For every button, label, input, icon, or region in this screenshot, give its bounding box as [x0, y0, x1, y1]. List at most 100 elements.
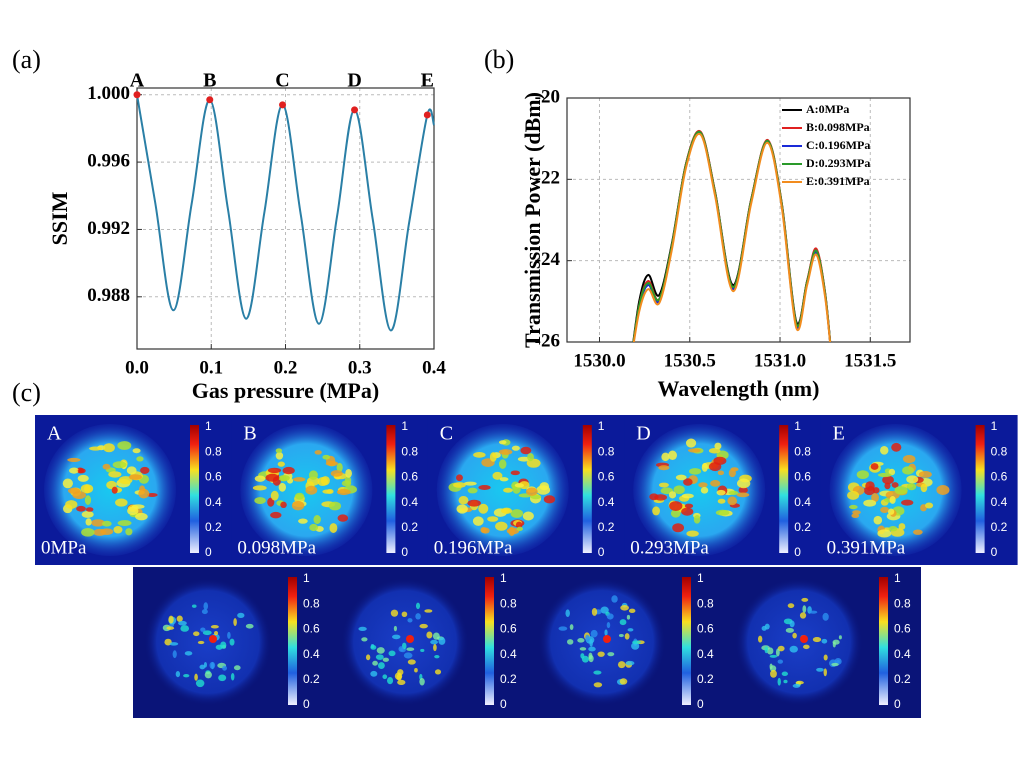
- speckle: [329, 523, 338, 534]
- speckle: [510, 470, 520, 476]
- speckle: [901, 499, 914, 506]
- colorbar-tick-label: 0.6: [500, 622, 517, 636]
- colorbar-tick-label: 0: [598, 545, 605, 559]
- speckle: [270, 490, 279, 501]
- speckle: [714, 442, 722, 450]
- speckle: [822, 612, 829, 621]
- colorbar-tick-label: 0.8: [500, 596, 517, 610]
- speckle: [101, 520, 112, 527]
- y-tick-label: -24: [535, 249, 561, 270]
- speckle: [569, 624, 574, 630]
- speckle: [390, 609, 399, 617]
- colorbar-tick-label: 0.2: [500, 672, 517, 686]
- colorbar-tick-label: 0.6: [598, 470, 615, 484]
- speckle: [202, 630, 212, 636]
- speckle: [65, 500, 78, 509]
- series-line: [632, 130, 832, 342]
- y-tick-label: 1.000: [87, 83, 130, 104]
- x-tick-label: 0.1: [199, 357, 223, 378]
- speckle: [708, 447, 721, 454]
- speckle: [831, 662, 839, 667]
- speckle: [195, 679, 205, 688]
- speckle: [514, 483, 525, 488]
- speckle: [675, 474, 687, 481]
- speckle: [620, 604, 629, 611]
- speckle: [823, 654, 828, 661]
- speckle: [902, 454, 916, 464]
- speckle: [382, 674, 388, 680]
- speckle: [738, 486, 748, 494]
- speckle: [624, 633, 630, 640]
- colorbar-tick-label: 0.6: [991, 470, 1008, 484]
- speckle: [593, 682, 603, 688]
- speckle: [330, 470, 343, 477]
- speckle: [361, 637, 368, 642]
- speckle: [668, 450, 677, 461]
- y-tick-label: 0.988: [87, 285, 130, 306]
- speckle: [852, 510, 861, 515]
- colorbar: [879, 577, 888, 705]
- speckle: [294, 492, 305, 500]
- colorbar-tick-label: 0.4: [991, 495, 1008, 509]
- speckle: [183, 674, 190, 678]
- speckle: [736, 478, 751, 489]
- speckle: [138, 488, 150, 499]
- speckle: [757, 635, 763, 643]
- speckle: [370, 645, 377, 650]
- speckle: [588, 652, 593, 660]
- speckle: [117, 441, 132, 450]
- speckle: [245, 623, 254, 629]
- speckle: [222, 665, 227, 671]
- speckle: [424, 609, 433, 613]
- speckle: [254, 475, 266, 482]
- speckle: [789, 620, 795, 628]
- speckle: [336, 462, 343, 473]
- speckle: [913, 529, 923, 535]
- speckle: [397, 679, 406, 685]
- image-letter: A: [47, 423, 62, 445]
- image-pressure: 0.391MPa: [827, 537, 906, 558]
- speckle: [787, 603, 795, 609]
- speckle: [558, 626, 568, 631]
- speckle: [626, 614, 631, 620]
- colorbar-tick-label: 0.4: [500, 647, 517, 661]
- point-marker: [423, 111, 431, 119]
- speckle: [252, 485, 267, 491]
- speckle: [898, 523, 906, 530]
- plot-frame: [566, 97, 911, 343]
- speckle: [102, 463, 111, 470]
- speckle: [597, 651, 605, 657]
- speckle: [799, 612, 807, 619]
- speckle: [611, 595, 618, 603]
- speckle-disc: [436, 424, 569, 556]
- speckle: [322, 454, 331, 460]
- speckle: [277, 461, 285, 467]
- speckle: [736, 492, 750, 498]
- speckle: [280, 501, 287, 508]
- speckle: [406, 647, 415, 651]
- panel-label: (b): [484, 45, 514, 74]
- speckle: [407, 618, 413, 623]
- colorbar-tick-label: 0.4: [794, 495, 811, 509]
- speckle: [681, 493, 694, 499]
- speckle: [233, 618, 237, 627]
- speckle: [511, 445, 520, 451]
- speckle: [393, 625, 398, 632]
- speckle: [617, 661, 626, 669]
- speckle: [688, 448, 701, 453]
- speckle: [376, 647, 385, 654]
- speckle: [100, 528, 114, 535]
- speckle: [118, 476, 133, 485]
- speckle: [168, 615, 174, 624]
- colorbar-tick-label: 0.2: [401, 520, 418, 534]
- colorbar: [682, 577, 691, 705]
- colorbar-tick-label: 0: [991, 545, 998, 559]
- colorbar-tick-label: 0.2: [205, 520, 222, 534]
- point-label: C: [275, 70, 289, 92]
- speckle: [685, 438, 697, 448]
- speckle: [649, 493, 659, 501]
- speckle: [606, 622, 611, 629]
- speckle: [278, 474, 290, 482]
- speckle: [419, 677, 425, 686]
